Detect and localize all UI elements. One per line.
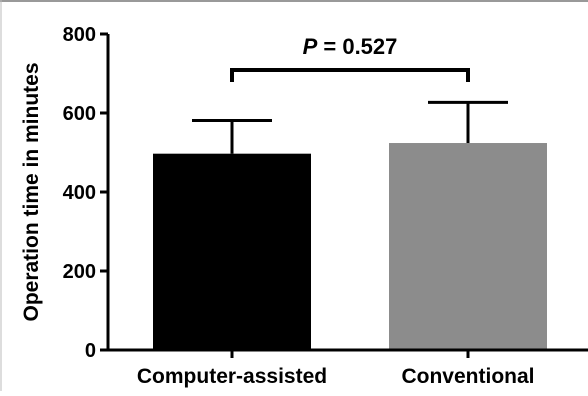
p-value-annotation: P = 0.527 — [303, 34, 398, 59]
bars-layer — [153, 143, 547, 350]
p-value-text: = 0.527 — [317, 34, 397, 59]
y-tick-label: 400 — [63, 182, 96, 204]
error-bars-layer — [192, 100, 508, 154]
y-ticks-layer: 0 200 400 600 800 — [63, 24, 108, 362]
p-symbol: P — [303, 34, 318, 59]
x-labels-layer: Computer-assisted Conventional — [137, 350, 535, 388]
y-tick-label: 200 — [63, 261, 96, 283]
y-tick-label: 0 — [85, 340, 96, 362]
y-axis-title: Operation time in minutes — [20, 62, 43, 321]
x-category-label: Conventional — [401, 365, 534, 388]
bar-conventional — [389, 143, 547, 350]
y-tick-label: 800 — [63, 24, 96, 46]
x-category-label: Computer-assisted — [137, 365, 327, 388]
bar-computer-assisted — [153, 153, 311, 350]
significance-bracket — [230, 68, 470, 82]
y-tick-label: 600 — [63, 103, 96, 125]
